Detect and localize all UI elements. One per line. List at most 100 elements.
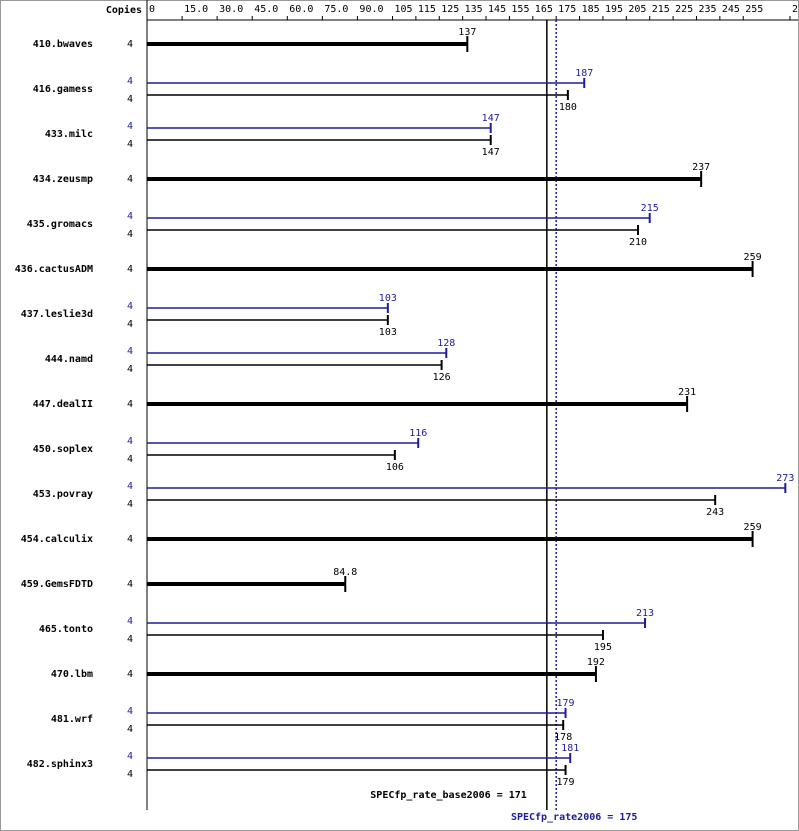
value-label: 213 bbox=[636, 608, 654, 619]
category-label: 436.cactusADM bbox=[15, 264, 93, 275]
copies: 4 bbox=[127, 481, 133, 492]
category-label: 482.sphinx3 bbox=[27, 758, 93, 770]
x-tick-label: 125 bbox=[441, 4, 459, 15]
x-tick-label: 275 bbox=[792, 4, 799, 15]
x-tick-label: 185 bbox=[582, 4, 600, 15]
x-tick-label: 175 bbox=[558, 4, 576, 15]
x-tick-label: 115 bbox=[418, 4, 436, 15]
value-label: 128 bbox=[437, 338, 455, 349]
category-label: 481.wrf bbox=[51, 714, 93, 725]
category-label: 444.namd bbox=[45, 354, 93, 365]
category-label: 410.bwaves bbox=[33, 39, 93, 50]
value-label: 137 bbox=[458, 27, 476, 38]
copies: 4 bbox=[127, 94, 133, 105]
category-label: 470.lbm bbox=[51, 669, 93, 680]
x-tick-label: 105 bbox=[395, 4, 413, 15]
value-label: 231 bbox=[678, 387, 696, 398]
category-label: 433.milc bbox=[45, 128, 93, 140]
x-tick-label: 0 bbox=[149, 4, 155, 15]
copies: 4 bbox=[127, 724, 133, 735]
copies: 4 bbox=[127, 616, 133, 627]
x-tick-label: 15.0 bbox=[184, 4, 208, 15]
copies: 4 bbox=[127, 139, 133, 150]
value-label: 116 bbox=[409, 428, 427, 439]
value-label: 84.8 bbox=[333, 567, 357, 578]
value-label: 243 bbox=[706, 507, 724, 518]
value-label: 192 bbox=[587, 657, 605, 668]
value-label: 103 bbox=[379, 327, 397, 338]
x-tick-label: 235 bbox=[698, 4, 716, 15]
value-label: 215 bbox=[641, 203, 659, 214]
value-label: 178 bbox=[554, 732, 572, 743]
copies: 4 bbox=[127, 399, 133, 410]
x-tick-label: 60.0 bbox=[289, 4, 313, 15]
copies: 4 bbox=[127, 229, 133, 240]
copies: 4 bbox=[127, 769, 133, 780]
value-label: 179 bbox=[557, 777, 575, 788]
reference-label: SPECfp_rate2006 = 175 bbox=[511, 812, 637, 823]
copies: 4 bbox=[127, 499, 133, 510]
value-label: 106 bbox=[386, 462, 404, 473]
x-tick-label: 205 bbox=[628, 4, 646, 15]
copies: 4 bbox=[127, 346, 133, 357]
value-label: 147 bbox=[482, 113, 500, 124]
copies: 4 bbox=[127, 579, 133, 590]
x-tick-label: 225 bbox=[675, 4, 693, 15]
copies: 4 bbox=[127, 76, 133, 87]
value-label: 187 bbox=[575, 68, 593, 79]
copies-header: Copies bbox=[106, 4, 142, 16]
copies: 4 bbox=[127, 436, 133, 447]
x-tick-label: 215 bbox=[652, 4, 670, 15]
copies: 4 bbox=[127, 751, 133, 762]
x-tick-label: 135 bbox=[465, 4, 483, 15]
value-label: 210 bbox=[629, 237, 647, 248]
copies: 4 bbox=[127, 264, 133, 275]
value-label: 179 bbox=[557, 698, 575, 709]
value-label: 126 bbox=[433, 372, 451, 383]
value-label: 195 bbox=[594, 642, 612, 653]
copies: 4 bbox=[127, 669, 133, 680]
category-label: 459.GemsFDTD bbox=[21, 579, 93, 590]
value-label: 180 bbox=[559, 102, 577, 113]
x-tick-label: 75.0 bbox=[324, 4, 348, 15]
value-label: 181 bbox=[561, 743, 579, 754]
copies: 4 bbox=[127, 39, 133, 50]
x-tick-label: 165 bbox=[535, 4, 553, 15]
value-label: 259 bbox=[744, 522, 762, 533]
value-label: 237 bbox=[692, 162, 710, 173]
copies: 4 bbox=[127, 454, 133, 465]
x-tick-label: 90.0 bbox=[359, 4, 383, 15]
x-tick-label: 255 bbox=[745, 4, 763, 15]
copies: 4 bbox=[127, 121, 133, 132]
category-label: 465.tonto bbox=[39, 624, 93, 635]
copies: 4 bbox=[127, 634, 133, 645]
x-tick-label: 155 bbox=[511, 4, 529, 15]
category-label: 416.gamess bbox=[33, 84, 93, 95]
x-tick-label: 45.0 bbox=[254, 4, 278, 15]
category-label: 454.calculix bbox=[21, 533, 93, 545]
copies: 4 bbox=[127, 174, 133, 185]
copies: 4 bbox=[127, 319, 133, 330]
category-label: 437.leslie3d bbox=[21, 308, 93, 320]
category-label: 434.zeusmp bbox=[33, 174, 93, 185]
value-label: 273 bbox=[776, 473, 794, 484]
category-label: 450.soplex bbox=[33, 444, 93, 455]
value-label: 147 bbox=[482, 147, 500, 158]
x-tick-label: 245 bbox=[722, 4, 740, 15]
x-tick-label: 30.0 bbox=[219, 4, 243, 15]
value-label: 103 bbox=[379, 293, 397, 304]
value-label: 259 bbox=[744, 252, 762, 263]
x-tick-label: 145 bbox=[488, 4, 506, 15]
copies: 4 bbox=[127, 534, 133, 545]
category-label: 453.povray bbox=[33, 489, 93, 500]
copies: 4 bbox=[127, 706, 133, 717]
copies: 4 bbox=[127, 211, 133, 222]
category-label: 435.gromacs bbox=[27, 219, 93, 230]
reference-label: SPECfp_rate_base2006 = 171 bbox=[370, 790, 527, 801]
copies: 4 bbox=[127, 364, 133, 375]
x-tick-label: 195 bbox=[605, 4, 623, 15]
copies: 4 bbox=[127, 301, 133, 312]
